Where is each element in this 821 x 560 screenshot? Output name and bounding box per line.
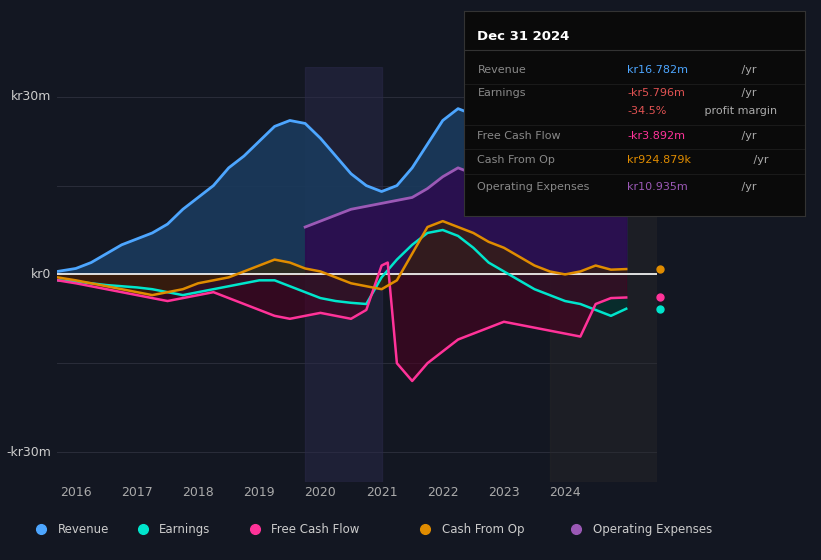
Text: /yr: /yr — [738, 66, 756, 76]
Text: -34.5%: -34.5% — [627, 106, 667, 116]
Text: Free Cash Flow: Free Cash Flow — [478, 131, 561, 141]
Text: kr30m: kr30m — [11, 90, 52, 103]
Text: /yr: /yr — [738, 131, 756, 141]
Text: kr16.782m: kr16.782m — [627, 66, 688, 76]
Text: Free Cash Flow: Free Cash Flow — [271, 522, 360, 536]
Text: /yr: /yr — [738, 182, 756, 192]
Text: -kr3.892m: -kr3.892m — [627, 131, 686, 141]
Text: Earnings: Earnings — [159, 522, 211, 536]
Text: Operating Expenses: Operating Expenses — [593, 522, 712, 536]
Text: Operating Expenses: Operating Expenses — [478, 182, 589, 192]
Bar — [305, 67, 382, 482]
Text: kr924.879k: kr924.879k — [627, 156, 691, 165]
Text: /yr: /yr — [750, 156, 768, 165]
Text: Cash From Op: Cash From Op — [442, 522, 524, 536]
Text: kr10.935m: kr10.935m — [627, 182, 688, 192]
Text: Dec 31 2024: Dec 31 2024 — [478, 30, 570, 43]
Text: -kr30m: -kr30m — [7, 446, 52, 459]
Text: /yr: /yr — [738, 88, 756, 98]
Text: Revenue: Revenue — [478, 66, 526, 76]
Text: Revenue: Revenue — [57, 522, 109, 536]
Text: -kr5.796m: -kr5.796m — [627, 88, 686, 98]
Text: kr0: kr0 — [31, 268, 52, 281]
Text: Cash From Op: Cash From Op — [478, 156, 555, 165]
Text: Earnings: Earnings — [478, 88, 526, 98]
Bar — [550, 67, 657, 482]
Text: profit margin: profit margin — [701, 106, 777, 116]
